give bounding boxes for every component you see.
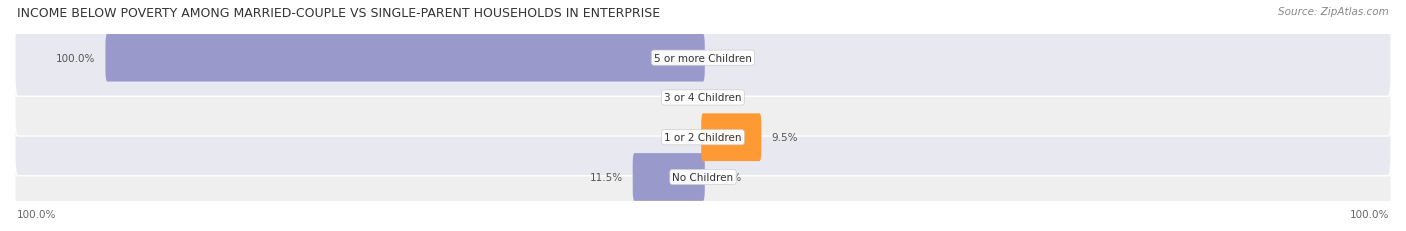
Text: 5 or more Children: 5 or more Children <box>654 53 752 63</box>
Text: INCOME BELOW POVERTY AMONG MARRIED-COUPLE VS SINGLE-PARENT HOUSEHOLDS IN ENTERPR: INCOME BELOW POVERTY AMONG MARRIED-COUPL… <box>17 7 659 20</box>
Bar <box>634 165 703 189</box>
Text: 100.0%: 100.0% <box>56 53 96 63</box>
Text: 9.5%: 9.5% <box>772 133 799 143</box>
FancyBboxPatch shape <box>15 60 1391 137</box>
Bar <box>107 46 703 70</box>
Text: 100.0%: 100.0% <box>17 210 56 219</box>
Text: Source: ZipAtlas.com: Source: ZipAtlas.com <box>1278 7 1389 17</box>
Text: 1 or 2 Children: 1 or 2 Children <box>664 133 742 143</box>
Text: 0.0%: 0.0% <box>665 93 692 103</box>
FancyBboxPatch shape <box>15 139 1391 216</box>
FancyBboxPatch shape <box>633 153 704 201</box>
Text: 0.0%: 0.0% <box>665 133 692 143</box>
FancyBboxPatch shape <box>15 20 1391 97</box>
Bar <box>703 126 759 149</box>
Text: 11.5%: 11.5% <box>589 172 623 182</box>
Text: 0.0%: 0.0% <box>714 172 741 182</box>
Text: 3 or 4 Children: 3 or 4 Children <box>664 93 742 103</box>
Text: 0.0%: 0.0% <box>714 93 741 103</box>
FancyBboxPatch shape <box>702 114 762 161</box>
FancyBboxPatch shape <box>15 99 1391 176</box>
Text: No Children: No Children <box>672 172 734 182</box>
Text: 100.0%: 100.0% <box>1350 210 1389 219</box>
FancyBboxPatch shape <box>105 35 704 82</box>
Text: 0.0%: 0.0% <box>714 53 741 63</box>
